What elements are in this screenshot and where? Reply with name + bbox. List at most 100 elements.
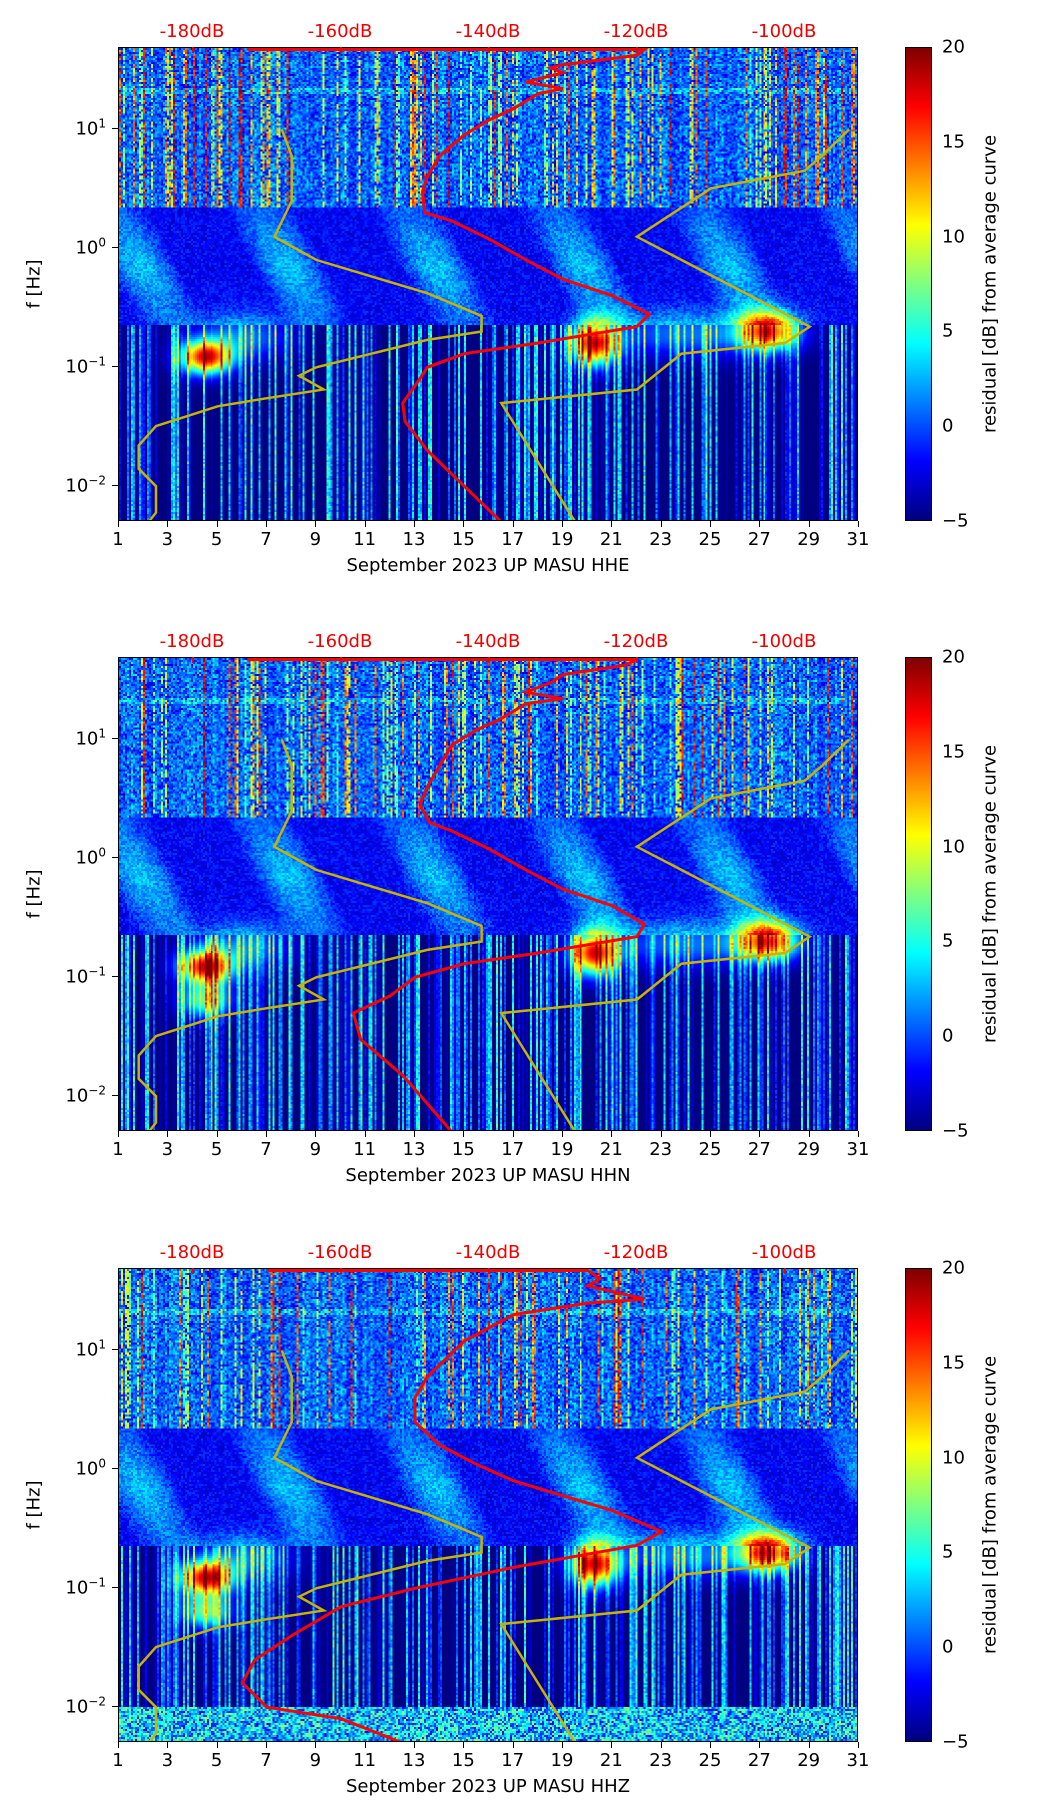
y-axis-label: f [Hz] — [23, 259, 45, 309]
x-tick-label: 3 — [161, 529, 174, 550]
x-tick-mark — [660, 521, 662, 527]
y-tick-base: 10 — [75, 847, 99, 869]
x-tick-label: 3 — [161, 1139, 174, 1160]
x-tick-label: 21 — [599, 529, 623, 550]
x-tick-mark — [167, 1131, 169, 1137]
x-tick-mark — [266, 1131, 267, 1137]
db-axis-label: -100dB — [751, 21, 817, 42]
x-axis-label: September 2023 UP MASU HHZ — [345, 1776, 631, 1797]
y-tick-exponent: 0 — [98, 845, 106, 860]
y-tick-label: 10−1 — [46, 965, 106, 988]
y-tick-base: 10 — [75, 728, 99, 750]
db-axis-label: -120dB — [603, 21, 669, 42]
spectrogram-axes — [118, 1268, 858, 1742]
colorbar-tick-label: 10 — [942, 226, 965, 248]
y-tick-base: 10 — [65, 475, 89, 497]
x-tick-label: 27 — [747, 1750, 771, 1771]
x-tick-label: 31 — [846, 1750, 870, 1771]
x-tick-label: 13 — [402, 1139, 426, 1160]
db-axis-label: -140dB — [455, 21, 521, 42]
x-tick-label: 15 — [451, 1750, 475, 1771]
x-tick-mark — [364, 1131, 366, 1137]
x-tick-label: 1 — [112, 529, 124, 550]
colorbar-label: residual [dB] from average curve — [979, 744, 1001, 1044]
colorbar-tick-label: 10 — [942, 1447, 965, 1469]
x-tick-mark — [167, 1742, 169, 1748]
x-tick-label: 1 — [112, 1139, 124, 1160]
x-tick-mark — [759, 521, 761, 527]
y-tick-exponent: 1 — [98, 1337, 106, 1352]
colorbar-tick-label: 20 — [942, 1257, 965, 1279]
y-tick-label: 10−2 — [46, 474, 106, 497]
x-tick-label: 25 — [698, 529, 722, 550]
colorbar-tick-label: 15 — [942, 741, 965, 763]
x-tick-mark — [118, 1131, 119, 1137]
x-tick-label: 7 — [260, 1750, 272, 1771]
psd-curve — [240, 1269, 666, 1741]
psd-curve — [247, 658, 647, 1130]
x-tick-mark — [611, 1131, 613, 1137]
x-tick-mark — [364, 521, 366, 527]
x-tick-label: 19 — [550, 1139, 574, 1160]
nhnm-curve — [499, 738, 850, 1130]
y-tick-base: 10 — [65, 1085, 89, 1107]
colorbar — [905, 47, 932, 521]
nhnm-curve — [499, 1349, 850, 1741]
y-axis-label: f [Hz] — [23, 1480, 45, 1530]
x-tick-mark — [463, 1131, 465, 1137]
colorbar-tick-label: −5 — [942, 1120, 969, 1142]
x-tick-label: 27 — [747, 529, 771, 550]
curve-layer — [137, 48, 850, 520]
x-tick-label: 15 — [451, 1139, 475, 1160]
x-tick-mark — [266, 1742, 267, 1748]
x-tick-label: 29 — [797, 1750, 821, 1771]
x-tick-mark — [414, 521, 415, 527]
x-tick-mark — [512, 1131, 514, 1137]
y-tick-base: 10 — [75, 1458, 99, 1480]
y-tick-base: 10 — [65, 1577, 89, 1599]
x-tick-mark — [759, 1742, 761, 1748]
x-tick-label: 29 — [797, 529, 821, 550]
x-tick-mark — [660, 1131, 662, 1137]
psd-curve — [247, 48, 652, 520]
y-tick-base: 10 — [65, 966, 89, 988]
colorbar-tick-label: 20 — [942, 36, 965, 58]
x-tick-label: 13 — [402, 529, 426, 550]
x-tick-label: 31 — [846, 1139, 870, 1160]
colorbar-tick-label: 0 — [942, 1025, 954, 1047]
panel-hhz: f [Hz] 1 3 5 7 9 11 13 15 17 19 21 23 25 27 29 31 101 100… — [0, 1242, 1052, 1806]
y-tick-label: 101 — [46, 1338, 106, 1361]
y-tick-exponent: −2 — [88, 473, 106, 488]
x-tick-mark — [858, 521, 859, 527]
curve-layer — [137, 1269, 850, 1741]
x-tick-mark — [808, 521, 810, 527]
y-tick-label: 10−2 — [46, 1084, 106, 1107]
x-tick-mark — [611, 1742, 613, 1748]
x-tick-mark — [710, 521, 711, 527]
x-tick-mark — [808, 1131, 810, 1137]
panel-hhe: f [Hz] 1 3 5 7 9 11 13 15 17 19 21 23 25 27 29 31 101 100… — [0, 21, 1052, 647]
x-tick-mark — [562, 1742, 563, 1748]
spectrogram-image — [119, 1269, 857, 1741]
x-tick-label: 23 — [649, 1750, 673, 1771]
x-tick-mark — [315, 521, 317, 527]
y-tick-label: 10−2 — [46, 1695, 106, 1718]
y-tick-exponent: 0 — [98, 235, 106, 250]
colorbar-tick-label: 15 — [942, 1352, 965, 1374]
y-tick-label: 100 — [46, 236, 106, 259]
x-tick-label: 25 — [698, 1750, 722, 1771]
x-tick-label: 11 — [353, 1139, 377, 1160]
x-tick-mark — [463, 1742, 465, 1748]
colorbar-label: residual [dB] from average curve — [979, 134, 1001, 434]
x-tick-mark — [710, 1742, 711, 1748]
x-tick-mark — [611, 521, 613, 527]
y-tick-label: 101 — [46, 727, 106, 750]
colorbar-tick-label: 20 — [942, 646, 965, 668]
y-tick-label: 100 — [46, 846, 106, 869]
y-tick-label: 100 — [46, 1457, 106, 1480]
colorbar-tick-label: 5 — [942, 1541, 954, 1563]
x-tick-mark — [216, 1131, 218, 1137]
x-tick-label: 17 — [501, 1750, 525, 1771]
colorbar-tick-label: 10 — [942, 836, 965, 858]
nhnm-curve — [499, 128, 850, 520]
